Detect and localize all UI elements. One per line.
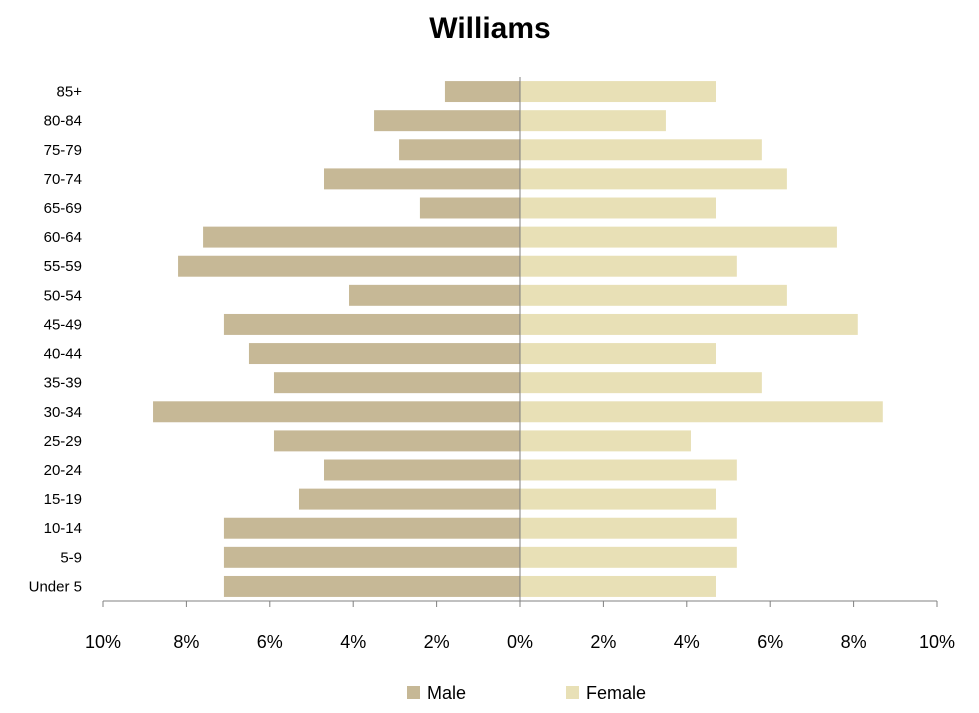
category-label-50-54: 50-54 — [44, 287, 82, 304]
category-label-60-64: 60-64 — [44, 229, 82, 246]
x-tick-label: 4% — [674, 632, 700, 652]
category-label-30-34: 30-34 — [44, 404, 82, 421]
x-tick-label: 10% — [919, 632, 955, 652]
bar-female-10-14 — [520, 517, 737, 539]
bar-female-60-64 — [520, 226, 837, 248]
bar-female-80-84 — [520, 110, 666, 132]
bar-male-10-14 — [223, 517, 520, 539]
x-tick-label: 2% — [590, 632, 616, 652]
bar-female-50-54 — [520, 284, 787, 306]
bar-male-40-44 — [248, 343, 520, 365]
bar-male-45-49 — [223, 313, 520, 335]
bar-male-under-5 — [223, 575, 520, 597]
bar-male-30-34 — [153, 401, 521, 423]
bar-female-20-24 — [520, 459, 737, 481]
chart-title: Williams — [429, 12, 550, 45]
bar-female-40-44 — [520, 343, 716, 365]
legend-label-male: Male — [427, 683, 466, 703]
category-label-under-5: Under 5 — [29, 578, 82, 595]
category-label-80-84: 80-84 — [44, 113, 82, 130]
bar-female-30-34 — [520, 401, 883, 423]
bar-male-50-54 — [349, 284, 520, 306]
x-tick-label: 8% — [173, 632, 199, 652]
bar-female-70-74 — [520, 168, 787, 190]
bar-female-75-79 — [520, 139, 762, 161]
bar-male-15-19 — [298, 488, 520, 510]
x-tick-labels: 10% 8% 6% 4% 2% 0% 2% 4% 6% 8% 10% — [85, 632, 955, 652]
bar-male-60-64 — [203, 226, 520, 248]
bar-male-85 — [444, 81, 520, 103]
bar-male-35-39 — [273, 372, 520, 394]
axes-group — [102, 77, 938, 607]
category-label-5-9: 5-9 — [60, 549, 82, 566]
bar-male-5-9 — [223, 546, 520, 568]
category-label-45-49: 45-49 — [44, 316, 82, 333]
bar-female-5-9 — [520, 546, 737, 568]
bar-female-25-29 — [520, 430, 691, 452]
category-label-55-59: 55-59 — [44, 258, 82, 275]
category-label-15-19: 15-19 — [44, 491, 82, 508]
bars-group — [153, 81, 883, 597]
x-tick-label: 6% — [757, 632, 783, 652]
bar-male-55-59 — [178, 255, 520, 277]
bar-female-85 — [520, 81, 716, 103]
x-tick-label: 8% — [841, 632, 867, 652]
category-label-75-79: 75-79 — [44, 142, 82, 159]
category-label-25-29: 25-29 — [44, 433, 82, 450]
bar-female-45-49 — [520, 313, 858, 335]
category-label-85: 85+ — [57, 84, 83, 101]
x-tick-label: 6% — [257, 632, 283, 652]
category-label-35-39: 35-39 — [44, 375, 82, 392]
x-tick-label: 4% — [340, 632, 366, 652]
x-tick-label: 10% — [85, 632, 121, 652]
category-label-70-74: 70-74 — [44, 171, 82, 188]
category-label-10-14: 10-14 — [44, 520, 82, 537]
bar-male-65-69 — [419, 197, 520, 219]
bar-female-35-39 — [520, 372, 762, 394]
bar-female-under-5 — [520, 575, 716, 597]
bar-male-80-84 — [374, 110, 520, 132]
category-label-20-24: 20-24 — [44, 462, 82, 479]
bar-male-25-29 — [273, 430, 520, 452]
bar-male-70-74 — [324, 168, 520, 190]
category-labels: Under 5 5-9 10-14 15-19 20-24 25-29 30-34 35-39… — [29, 84, 83, 596]
bar-male-75-79 — [399, 139, 520, 161]
x-tick-label: 0% — [507, 632, 533, 652]
bar-female-55-59 — [520, 255, 737, 277]
bar-female-15-19 — [520, 488, 716, 510]
legend: Male Female — [407, 683, 646, 703]
legend-swatch-male — [407, 686, 420, 699]
legend-label-female: Female — [586, 683, 646, 703]
bar-male-20-24 — [324, 459, 520, 481]
category-label-65-69: 65-69 — [44, 200, 82, 217]
x-tick-label: 2% — [424, 632, 450, 652]
category-label-40-44: 40-44 — [44, 346, 82, 363]
bar-female-65-69 — [520, 197, 716, 219]
legend-swatch-female — [566, 686, 579, 699]
